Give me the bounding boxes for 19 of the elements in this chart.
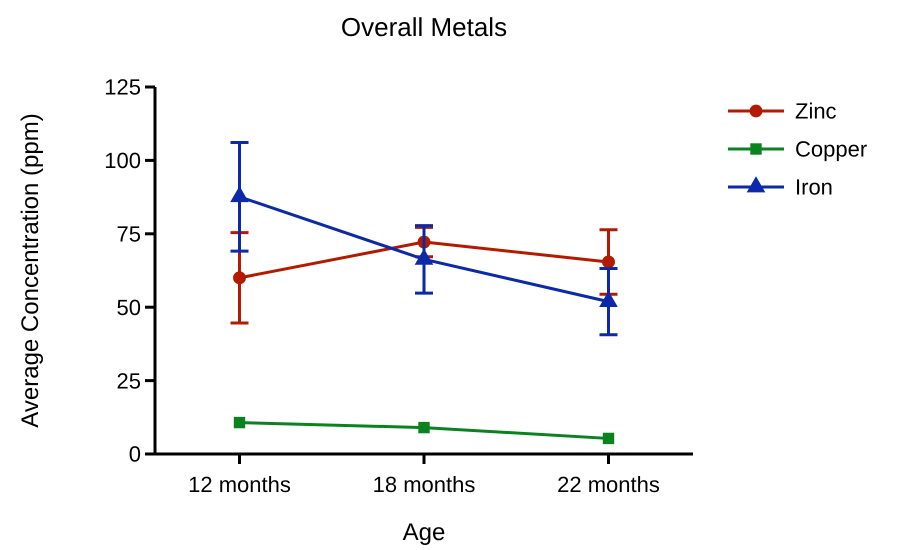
point — [234, 416, 246, 428]
legend-label: Iron — [795, 174, 833, 200]
y-tick-label: 50 — [116, 294, 141, 320]
point — [233, 271, 246, 284]
point — [602, 432, 614, 444]
x-tick-label: 12 months — [188, 472, 291, 497]
y-tick-label: 75 — [116, 222, 141, 246]
y-tick-label: 125 — [104, 74, 141, 100]
legend-label: Zinc — [795, 98, 837, 124]
chart-title: Overall Metals — [340, 12, 508, 42]
y-axis-title: Average Concentration (ppm) — [17, 113, 44, 428]
y-tick-label: 25 — [116, 368, 141, 394]
x-axis-title: Age — [402, 519, 446, 546]
y-tick-label: 100 — [104, 148, 141, 174]
y-tick-label: 0 — [128, 442, 141, 467]
point — [418, 422, 430, 434]
legend-label: Copper — [795, 136, 868, 162]
x-tick-label: 18 months — [372, 472, 476, 497]
x-tick-label: 22 months — [557, 472, 660, 497]
